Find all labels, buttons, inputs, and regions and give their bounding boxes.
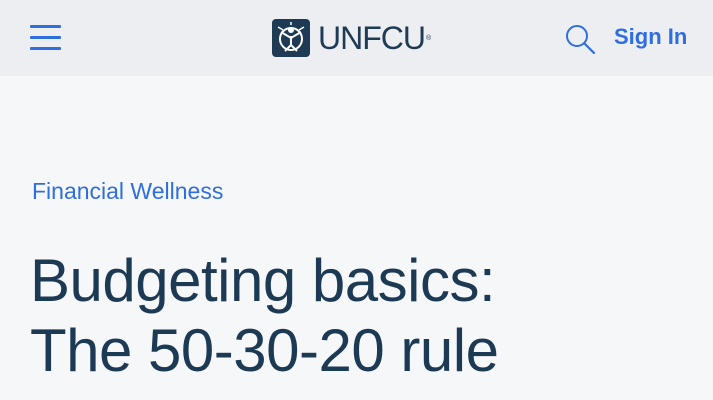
search-icon[interactable]: [564, 23, 596, 55]
sign-in-link[interactable]: Sign In: [614, 24, 688, 49]
unfcu-emblem-icon: [272, 19, 310, 57]
category-link[interactable]: Financial Wellness: [32, 178, 224, 204]
menu-line: [30, 47, 61, 50]
logo-wordmark: UNFCU: [318, 20, 426, 56]
page-title: Budgeting basics: The 50-30-20 rule: [30, 246, 499, 386]
registered-mark: ®: [425, 34, 432, 42]
unfcu-logo[interactable]: UNFCU ®: [272, 18, 431, 58]
hamburger-menu-icon[interactable]: [30, 24, 62, 51]
menu-line: [30, 25, 61, 28]
title-line-1: Budgeting basics:: [30, 247, 496, 314]
menu-line: [30, 36, 61, 39]
site-header: UNFCU ® Sign In: [0, 0, 713, 76]
title-line-2: The 50-30-20 rule: [30, 317, 499, 384]
